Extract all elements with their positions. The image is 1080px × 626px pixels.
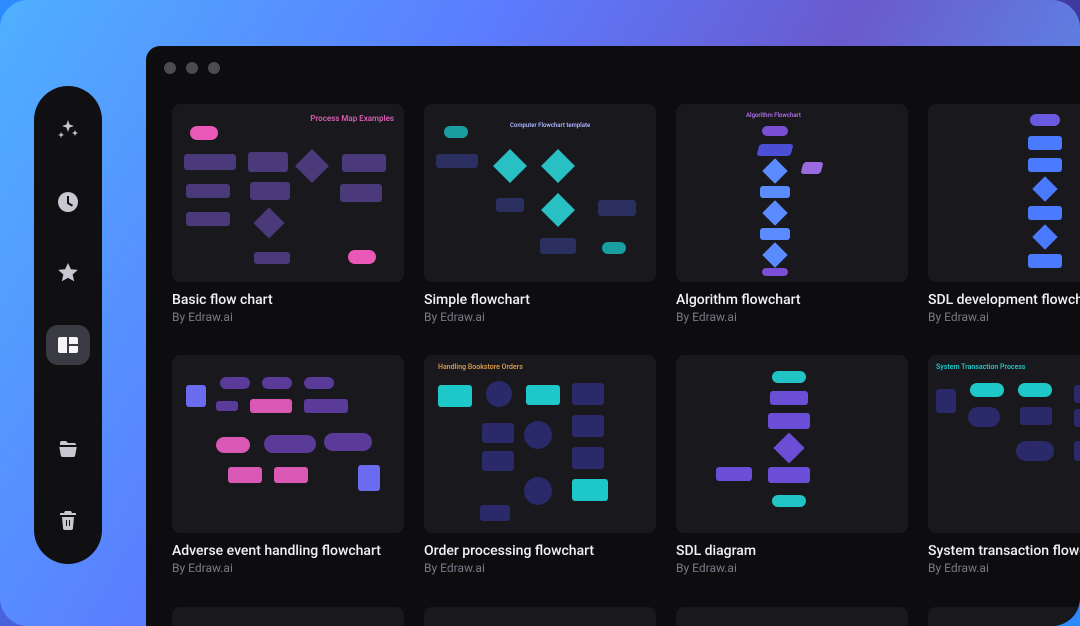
clock-icon[interactable] bbox=[46, 182, 90, 222]
template-card[interactable]: SDL diagram By Edraw.ai bbox=[676, 355, 908, 588]
template-card[interactable]: Adverse event handling flowchart By Edra… bbox=[172, 355, 404, 588]
template-thumbnail: Handling Bookstore Orders bbox=[424, 355, 656, 533]
outer-frame: Process Map Examples Basic flow chart By… bbox=[0, 0, 1080, 626]
template-title: SDL diagram bbox=[676, 543, 908, 559]
template-thumbnail bbox=[928, 607, 1080, 626]
template-gallery: Process Map Examples Basic flow chart By… bbox=[146, 90, 1080, 626]
template-card[interactable]: Computer Flowchart template Simple flowc… bbox=[424, 104, 656, 337]
thumb-heading: Handling Bookstore Orders bbox=[438, 363, 523, 371]
template-thumbnail bbox=[424, 607, 656, 626]
template-author: By Edraw.ai bbox=[928, 561, 1080, 575]
titlebar bbox=[146, 46, 1080, 90]
thumb-heading: System Transaction Process bbox=[936, 363, 1026, 371]
template-thumbnail bbox=[928, 104, 1080, 282]
template-thumbnail bbox=[676, 355, 908, 533]
traffic-min[interactable] bbox=[186, 62, 198, 74]
sidebar bbox=[34, 86, 102, 564]
template-thumbnail bbox=[172, 355, 404, 533]
template-author: By Edraw.ai bbox=[424, 561, 656, 575]
template-author: By Edraw.ai bbox=[172, 561, 404, 575]
app-window: Process Map Examples Basic flow chart By… bbox=[146, 46, 1080, 626]
template-title: Simple flowchart bbox=[424, 292, 656, 308]
template-thumbnail: Process Map Examples bbox=[172, 104, 404, 282]
template-author: By Edraw.ai bbox=[928, 310, 1080, 324]
template-card[interactable]: Handling Bookstore Orders Order processi… bbox=[424, 355, 656, 588]
template-thumbnail: System Transaction Process bbox=[928, 355, 1080, 533]
sparkle-icon[interactable] bbox=[46, 110, 90, 150]
template-author: By Edraw.ai bbox=[676, 310, 908, 324]
template-title: SDL development flowchart bbox=[928, 292, 1080, 308]
template-title: System transaction flowchart bbox=[928, 543, 1080, 559]
template-author: By Edraw.ai bbox=[676, 561, 908, 575]
template-card[interactable]: System Transaction Process System transa… bbox=[928, 355, 1080, 588]
template-card[interactable] bbox=[928, 607, 1080, 626]
templates-icon[interactable] bbox=[46, 325, 90, 365]
template-title: Basic flow chart bbox=[172, 292, 404, 308]
traffic-max[interactable] bbox=[208, 62, 220, 74]
template-author: By Edraw.ai bbox=[172, 310, 404, 324]
template-card[interactable] bbox=[172, 607, 404, 626]
star-icon[interactable] bbox=[46, 253, 90, 293]
folder-icon[interactable] bbox=[46, 429, 90, 469]
trash-icon[interactable] bbox=[46, 500, 90, 540]
thumb-heading: Process Map Examples bbox=[310, 114, 394, 123]
template-author: By Edraw.ai bbox=[424, 310, 656, 324]
thumb-heading: Computer Flowchart template bbox=[510, 122, 590, 129]
template-title: Order processing flowchart bbox=[424, 543, 656, 559]
template-title: Adverse event handling flowchart bbox=[172, 543, 404, 559]
traffic-close[interactable] bbox=[164, 62, 176, 74]
template-thumbnail bbox=[172, 607, 404, 626]
thumb-heading: Algorithm Flowchart bbox=[746, 112, 801, 119]
template-thumbnail bbox=[676, 607, 908, 626]
template-thumbnail: Algorithm Flowchart bbox=[676, 104, 908, 282]
template-thumbnail: Computer Flowchart template bbox=[424, 104, 656, 282]
template-card[interactable] bbox=[676, 607, 908, 626]
template-card[interactable] bbox=[424, 607, 656, 626]
template-card[interactable]: Process Map Examples Basic flow chart By… bbox=[172, 104, 404, 337]
template-card[interactable]: SDL development flowchart By Edraw.ai bbox=[928, 104, 1080, 337]
template-card[interactable]: Algorithm Flowchart Algorithm flowchart … bbox=[676, 104, 908, 337]
template-title: Algorithm flowchart bbox=[676, 292, 908, 308]
